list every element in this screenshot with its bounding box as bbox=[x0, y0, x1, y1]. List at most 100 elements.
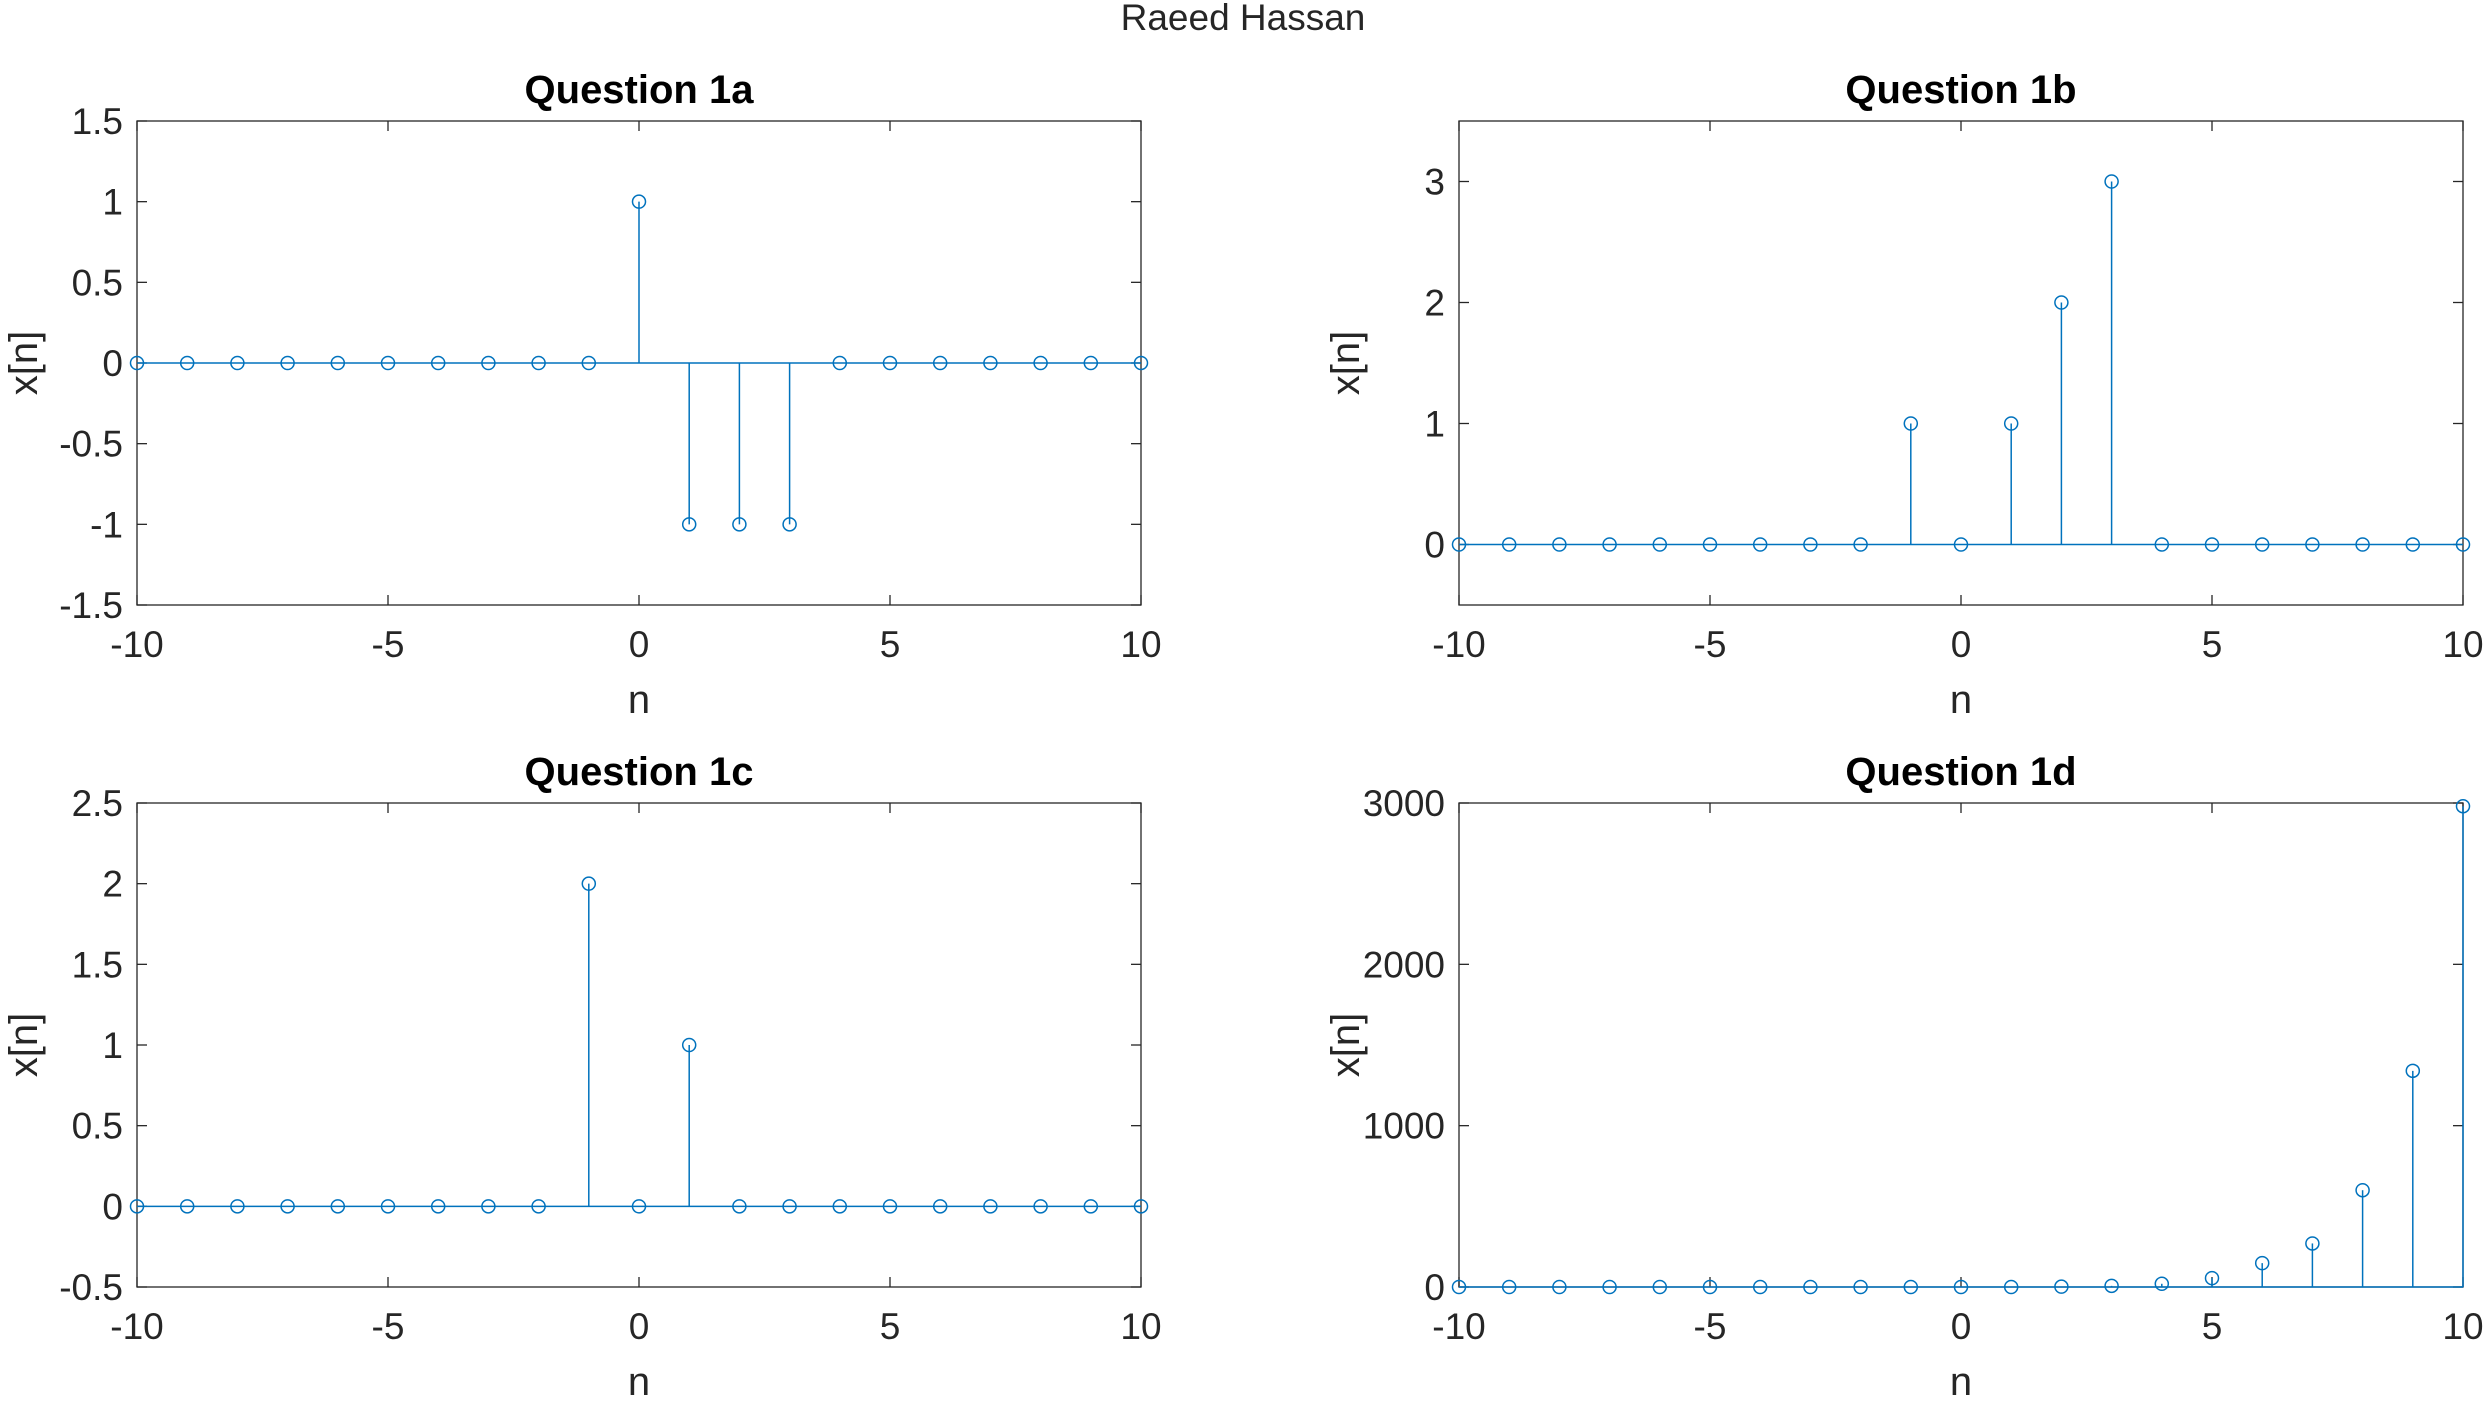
stem-marker bbox=[129, 1199, 145, 1214]
stem-marker bbox=[2305, 537, 2320, 552]
stem-marker bbox=[1953, 537, 1969, 552]
stem-marker bbox=[1652, 537, 1668, 552]
stem-marker bbox=[430, 355, 446, 371]
stem-marker bbox=[1501, 537, 1517, 552]
subplot-2: -10 -5 0 5 10 0 1 2 3 Question 1b n x[n] bbox=[1324, 68, 2484, 722]
x-tick-label: 5 bbox=[2202, 624, 2223, 665]
stem-marker bbox=[380, 355, 396, 371]
stem-marker bbox=[2154, 537, 2170, 552]
stem-marker bbox=[2254, 1255, 2270, 1271]
stem-marker bbox=[2254, 537, 2270, 552]
y-tick-label: 0 bbox=[102, 343, 123, 384]
stem-marker bbox=[681, 1037, 697, 1053]
stem-marker bbox=[1702, 537, 1718, 552]
x-tick-label: -5 bbox=[1694, 1306, 1727, 1347]
stem-marker bbox=[280, 1199, 295, 1214]
stem-marker bbox=[932, 1199, 948, 1214]
stem-marker bbox=[1702, 1279, 1718, 1295]
y-tick-label: 1.5 bbox=[72, 944, 123, 985]
stem-marker bbox=[2104, 174, 2119, 189]
x-tick-label: 10 bbox=[1120, 1306, 1161, 1347]
x-tick-label: -10 bbox=[1432, 624, 1485, 665]
stem-marker bbox=[832, 1199, 848, 1214]
stem-marker bbox=[631, 1199, 647, 1214]
stem-marker bbox=[1133, 1199, 1149, 1214]
stem-marker bbox=[179, 1199, 195, 1214]
stem-marker bbox=[531, 355, 546, 371]
stem-marker bbox=[1602, 537, 1617, 552]
stem-marker bbox=[2204, 1270, 2220, 1286]
x-axis-label: n bbox=[1950, 1360, 1972, 1403]
x-tick-label: -5 bbox=[1694, 624, 1727, 665]
stem-marker bbox=[1033, 1199, 1048, 1214]
y-tick-label: 2 bbox=[1424, 283, 1445, 324]
stem-marker bbox=[2355, 1182, 2370, 1198]
x-tick-label: -10 bbox=[110, 624, 163, 665]
stem-marker bbox=[430, 1199, 446, 1214]
stem-marker bbox=[732, 1199, 747, 1214]
stem-marker bbox=[2204, 537, 2220, 552]
axes-frame bbox=[1458, 120, 2464, 606]
stem-marker bbox=[2003, 416, 2019, 431]
stem-marker bbox=[1083, 355, 1099, 371]
x-tick-label: 0 bbox=[629, 1306, 650, 1347]
y-tick-label: 0 bbox=[102, 1186, 123, 1227]
stem-marker bbox=[983, 1199, 998, 1214]
stem-marker bbox=[1803, 1279, 1818, 1295]
y-tick-label: 0.5 bbox=[72, 1106, 123, 1147]
stem-marker bbox=[330, 355, 346, 371]
stem-marker bbox=[1803, 537, 1818, 552]
y-tick-label: 1.5 bbox=[72, 101, 123, 142]
y-axis-label: x[n] bbox=[2, 331, 46, 395]
stem-marker bbox=[1451, 1279, 1467, 1295]
x-tick-label: 0 bbox=[1951, 1306, 1972, 1347]
stem-marker bbox=[2154, 1276, 2170, 1292]
y-axis-label: x[n] bbox=[2, 1013, 46, 1077]
x-axis-label: n bbox=[628, 1360, 650, 1403]
stem-marker bbox=[1501, 1279, 1517, 1295]
y-tick-label: -1.5 bbox=[59, 585, 123, 626]
x-tick-label: -5 bbox=[372, 624, 405, 665]
stem-marker bbox=[1903, 1279, 1919, 1295]
stem-marker bbox=[1133, 355, 1149, 371]
y-tick-label: -0.5 bbox=[59, 424, 123, 465]
y-tick-label: 0 bbox=[1424, 1267, 1445, 1308]
x-tick-label: 0 bbox=[629, 624, 650, 665]
stem-marker bbox=[1552, 537, 1567, 552]
stem-marker bbox=[832, 355, 848, 371]
stem-marker bbox=[1552, 1279, 1567, 1295]
x-axis-label: n bbox=[1950, 678, 1972, 722]
subplot-4: -10 -5 0 5 10 0 1000 2000 3000 Question 1d n x[n] bbox=[1324, 750, 2484, 1403]
stem-marker bbox=[531, 1199, 546, 1214]
subplot-3: -10 -5 0 5 10 -0.5 0 0.5 1 1.5 2 2.5 Question 1c n x[n… bbox=[2, 750, 1162, 1403]
stem-marker bbox=[1853, 1279, 1868, 1295]
stem-marker bbox=[732, 517, 747, 532]
subplot-title: Question 1a bbox=[525, 68, 755, 112]
stem-marker bbox=[230, 1199, 245, 1214]
stem-marker bbox=[2104, 1278, 2119, 1294]
stem-marker bbox=[2054, 1279, 2069, 1294]
stem-marker bbox=[2455, 798, 2471, 814]
stem-marker bbox=[2003, 1279, 2019, 1295]
stem-marker bbox=[1953, 1279, 1969, 1295]
stem-marker bbox=[2355, 537, 2370, 552]
subplot-title: Question 1b bbox=[1845, 68, 2076, 112]
x-tick-label: -10 bbox=[110, 1306, 163, 1347]
y-axis-label: x[n] bbox=[1324, 331, 1368, 395]
x-axis-label: n bbox=[628, 678, 650, 722]
axes-frame bbox=[136, 802, 1142, 1288]
x-tick-label: -5 bbox=[372, 1306, 405, 1347]
stem-marker bbox=[782, 517, 797, 532]
x-tick-label: 0 bbox=[1951, 624, 1972, 665]
x-tick-label: 5 bbox=[2202, 1306, 2223, 1347]
x-tick-label: -10 bbox=[1432, 1306, 1485, 1347]
y-tick-label: 3 bbox=[1424, 162, 1445, 203]
stem-marker bbox=[1652, 1279, 1668, 1295]
subplot-title: Question 1d bbox=[1845, 750, 2076, 794]
subplot-1: -10 -5 0 5 10 -1.5 -1 -0.5 0 0.5 1 1.5 Question 1a n x… bbox=[2, 68, 1162, 722]
stem-marker bbox=[1752, 1279, 1768, 1295]
stem-marker bbox=[481, 1199, 496, 1214]
y-tick-label: 1 bbox=[1424, 404, 1445, 445]
y-tick-label: 1 bbox=[102, 1025, 123, 1066]
